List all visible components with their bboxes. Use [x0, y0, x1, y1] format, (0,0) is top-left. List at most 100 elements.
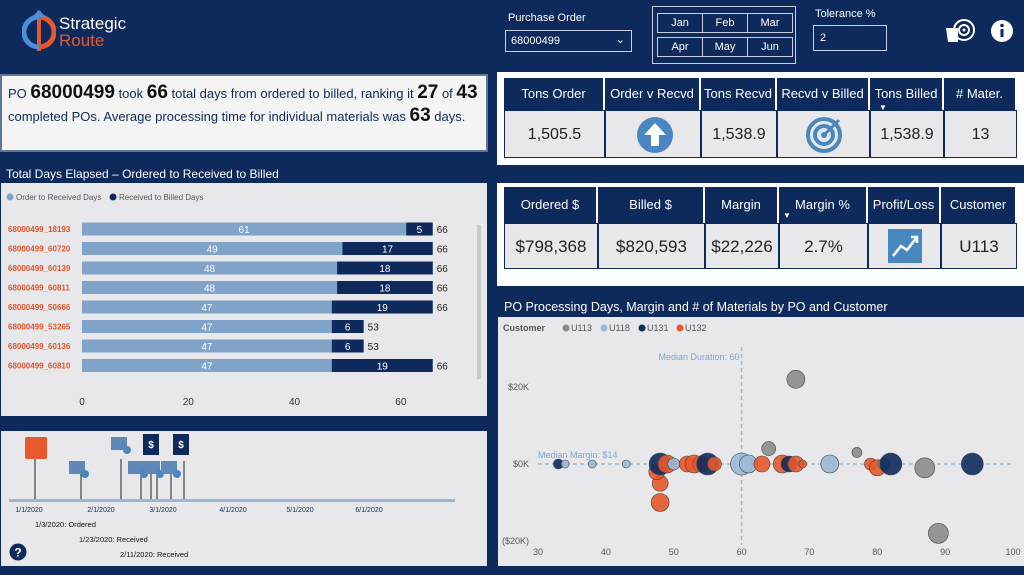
- x-tick-label: 30: [533, 547, 543, 557]
- month-mar[interactable]: Mar: [747, 13, 793, 33]
- tolerance-input[interactable]: 2: [813, 25, 887, 51]
- x-tick-label: 100: [1005, 547, 1020, 557]
- fin-cell: $22,226: [705, 223, 779, 269]
- po-label: Purchase Order: [508, 12, 586, 24]
- tons-cell: 1,538.9: [701, 110, 777, 158]
- data-label: 6: [345, 323, 351, 334]
- data-label: 19: [377, 362, 389, 373]
- legend-marker: [109, 193, 117, 201]
- tons-header: Tons Billed: [870, 78, 944, 110]
- legend-marker: [562, 324, 570, 332]
- category-label: 68000499_18193: [8, 225, 71, 234]
- timeline-event: 2/11/2020: Received: [120, 550, 188, 559]
- timeline-event: 1/23/2020: Received: [79, 535, 148, 544]
- summary-part: PO: [8, 86, 31, 101]
- total-label: 66: [437, 245, 449, 256]
- month-jan[interactable]: Jan: [657, 13, 703, 33]
- arrow-up-icon: [637, 117, 673, 153]
- fin-header: Ordered $: [504, 187, 598, 223]
- month-feb[interactable]: Feb: [702, 13, 748, 33]
- bar-chart-title: Total Days Elapsed – Ordered to Received…: [1, 165, 487, 183]
- timeline-date: 1/1/2020: [15, 507, 42, 514]
- check-icon: [81, 470, 89, 478]
- data-label: 19: [377, 303, 389, 314]
- scatter-point: [650, 493, 670, 512]
- bar-received-to-billed: [406, 222, 433, 236]
- category-label: 68000499_60136: [8, 342, 71, 351]
- summary-part: total days from ordered to billed, ranki…: [167, 86, 418, 101]
- bar-order-to-received: [82, 222, 407, 236]
- summary-part: of: [438, 86, 457, 101]
- timeline-event: 1/3/2020: Ordered: [35, 520, 96, 529]
- invoice-icon: [143, 434, 159, 455]
- scatter-point: [786, 369, 806, 389]
- tolerance-label: Tolerance %: [815, 8, 876, 20]
- fin-header: Profit/Loss: [868, 187, 941, 223]
- tons-header: Tons Recvd: [701, 78, 777, 110]
- total-label: 66: [437, 225, 449, 236]
- tons-cell: [777, 110, 870, 158]
- legend-label: Order to Received Days: [16, 193, 101, 202]
- x-tick-label: 90: [940, 547, 950, 557]
- legend-marker: [6, 193, 14, 201]
- legend-label: U113: [571, 323, 592, 333]
- summary-total: 43: [456, 82, 478, 103]
- timeline-date: 4/1/2020: [219, 507, 246, 514]
- fin-cell: 2.7%: [779, 223, 868, 269]
- bar-received-to-billed: [342, 242, 433, 255]
- total-label: 66: [437, 303, 449, 314]
- y-tick-label: ($20K): [502, 536, 529, 546]
- bar-received-to-billed: [331, 339, 364, 353]
- data-label: 18: [379, 284, 391, 295]
- summary-po: 68000499: [30, 82, 115, 103]
- bar-received-to-billed: [331, 359, 433, 372]
- info-icon[interactable]: [990, 19, 1014, 43]
- tons-cell: 13: [944, 110, 1017, 158]
- tons-cell: 1,505.5: [504, 110, 605, 158]
- month-apr[interactable]: Apr: [657, 37, 703, 57]
- scatter-point: [707, 456, 722, 472]
- legend-label: U132: [685, 323, 707, 333]
- month-jun[interactable]: Jun: [747, 37, 793, 57]
- total-label: 53: [368, 342, 380, 353]
- data-label: 5: [417, 225, 423, 236]
- median-margin-label: Median Margin: $14: [538, 450, 618, 460]
- bar-order-to-received: [82, 300, 332, 314]
- timeline-date: 3/1/2020: [149, 507, 176, 514]
- received-icon: [111, 437, 127, 450]
- received-icon: [69, 461, 85, 474]
- month-may[interactable]: May: [702, 37, 748, 57]
- target-icon: [806, 117, 842, 153]
- bar-received-to-billed: [337, 261, 433, 275]
- target-hand-icon[interactable]: [944, 14, 978, 46]
- summary-part: days.: [430, 109, 466, 124]
- scatter-point: [587, 459, 597, 469]
- scatter-point: [667, 457, 681, 471]
- scatter-title: PO Processing Days, Margin and # of Mate…: [498, 297, 1024, 317]
- timeline-chart: 1/1/2020 2/1/2020 3/1/2020 4/1/2020 5/1/2020…: [9, 434, 455, 559]
- financial-table-grid: Ordered $ Billed $ Margin Margin % Profi…: [504, 187, 1017, 273]
- total-label: 66: [437, 362, 449, 373]
- summary-part: took: [114, 86, 147, 101]
- logo-icon: [22, 10, 56, 51]
- data-label: 49: [207, 245, 219, 256]
- received-icon: [144, 461, 160, 474]
- cart-icon: [25, 437, 47, 459]
- legend-label: U131: [647, 323, 669, 333]
- po-dropdown[interactable]: 68000499 ⌄: [505, 30, 632, 52]
- x-tick-label: 0: [79, 397, 85, 408]
- scatter-point: [879, 452, 903, 476]
- bar-order-to-received: [82, 281, 338, 294]
- po-dropdown-value: 68000499: [511, 35, 560, 47]
- data-label: 47: [201, 362, 213, 373]
- legend-label: Received to Billed Days: [119, 193, 203, 202]
- timeline-date: 5/1/2020: [286, 507, 313, 514]
- y-tick-label: $0K: [513, 459, 529, 469]
- legend-marker: [676, 324, 684, 332]
- help-icon[interactable]: ?: [9, 543, 27, 561]
- fin-header: Margin: [705, 187, 779, 223]
- x-tick-label: 60: [395, 397, 407, 408]
- month-slicer: Jan Feb Mar Apr May Jun: [652, 6, 796, 64]
- category-label: 68000499_60810: [8, 362, 71, 371]
- scatter-point: [753, 455, 771, 473]
